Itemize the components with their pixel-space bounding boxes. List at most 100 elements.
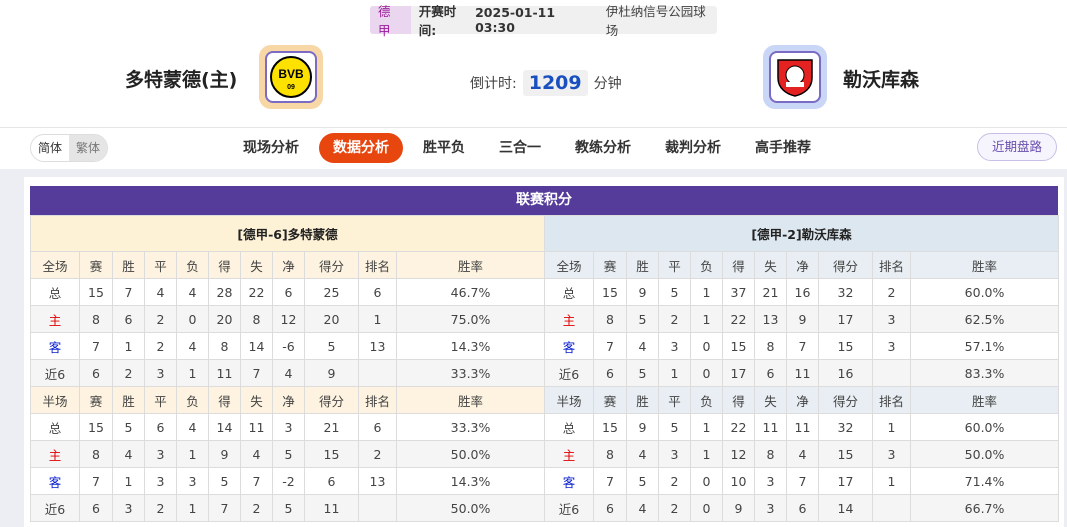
column-header: 排名 <box>872 386 911 414</box>
table-cell: 总 <box>30 278 80 306</box>
header-row: 半场赛胜平负得失净得分 排名 胜率 <box>30 386 546 414</box>
table-cell: 0 <box>176 305 209 333</box>
table-cell: 0 <box>690 494 723 522</box>
tab-3[interactable]: 三合一 <box>499 140 541 156</box>
table-cell: 8 <box>754 332 787 360</box>
table-cell: 21 <box>754 278 787 306</box>
column-header: 胜率 <box>395 386 546 414</box>
column-header: 全场 <box>544 251 594 279</box>
league-badge[interactable]: 德甲 <box>370 4 411 38</box>
away-team-logo[interactable] <box>763 45 827 109</box>
countdown: 倒计时: 1209 分钟 <box>470 70 622 96</box>
recent-trend-button[interactable]: 近期盘路 <box>976 133 1057 161</box>
tab-1[interactable]: 数据分析 <box>319 133 403 163</box>
column-header: 平 <box>658 251 691 279</box>
table-cell: 近6 <box>30 494 80 522</box>
table-cell: 15 <box>722 332 755 360</box>
table-cell <box>358 494 397 522</box>
table-row: 近6 6 3 2 1 7 2 5 11 50.0% <box>30 494 546 522</box>
table-cell: 66.7% <box>909 494 1060 522</box>
table-cell: 6 <box>304 467 359 495</box>
table-cell: 6 <box>358 413 397 441</box>
table-cell: 4 <box>176 278 209 306</box>
venue: 伊杜纳信号公园球场 <box>605 4 706 38</box>
table-cell: 4 <box>786 440 819 468</box>
table-cell: 总 <box>544 413 594 441</box>
tab-4[interactable]: 教练分析 <box>575 140 631 156</box>
table-cell: 15 <box>593 278 627 306</box>
column-header: 排名 <box>358 386 397 414</box>
table-cell: 7 <box>786 467 819 495</box>
table-cell: 32 <box>818 278 873 306</box>
table-cell: 50.0% <box>909 440 1060 468</box>
lang-traditional[interactable]: 繁体 <box>69 135 108 161</box>
away-standings-table: [德甲-2]勒沃库森 全场赛胜平负得失净得分 排名 胜率总 15 9 5 1 37 21 16 32 2… <box>543 215 1060 522</box>
table-cell: 37 <box>722 278 755 306</box>
column-header: 失 <box>240 251 273 279</box>
table-cell: 7 <box>79 332 113 360</box>
table-cell: 12 <box>722 440 755 468</box>
table-cell: 28 <box>208 278 241 306</box>
table-cell: 6 <box>272 278 305 306</box>
table-cell: 6 <box>593 359 627 387</box>
table-cell: 9 <box>304 359 359 387</box>
bvb-logo-icon: BVB 09 <box>270 56 312 98</box>
column-header: 失 <box>240 386 273 414</box>
column-header: 平 <box>144 386 177 414</box>
column-header: 赛 <box>79 386 113 414</box>
table-cell: 13 <box>358 467 397 495</box>
table-cell: 5 <box>626 359 659 387</box>
table-cell: 14.3% <box>395 332 546 360</box>
table-cell: 10 <box>722 467 755 495</box>
table-cell: 83.3% <box>909 359 1060 387</box>
table-cell: 6 <box>112 305 145 333</box>
table-cell: 5 <box>272 440 305 468</box>
table-cell: 3 <box>872 440 911 468</box>
table-cell: 15 <box>79 278 113 306</box>
tab-0[interactable]: 现场分析 <box>243 140 299 156</box>
table-cell: 60.0% <box>909 413 1060 441</box>
column-header: 平 <box>658 386 691 414</box>
table-cell: 5 <box>658 278 691 306</box>
tab-6[interactable]: 高手推荐 <box>755 140 811 156</box>
column-header: 胜 <box>112 251 145 279</box>
tab-5[interactable]: 裁判分析 <box>665 140 721 156</box>
lang-simplified[interactable]: 简体 <box>38 141 63 155</box>
table-cell: 总 <box>544 278 594 306</box>
table-cell: 9 <box>208 440 241 468</box>
table-cell: 6 <box>786 494 819 522</box>
column-header: 排名 <box>872 251 911 279</box>
table-cell: 3 <box>112 494 145 522</box>
table-cell: 0 <box>690 467 723 495</box>
table-cell: 8 <box>240 305 273 333</box>
svg-text:BVB: BVB <box>278 67 304 81</box>
table-cell: 3 <box>872 305 911 333</box>
table-cell: 1 <box>112 332 145 360</box>
countdown-unit: 分钟 <box>593 76 622 92</box>
table-row: 客 7 5 2 0 10 3 7 17 1 71.4% <box>544 467 1060 495</box>
table-cell: 1 <box>358 305 397 333</box>
home-team-name[interactable]: 多特蒙德(主) <box>125 69 238 91</box>
table-cell: 近6 <box>544 494 594 522</box>
table-cell: 11 <box>786 359 819 387</box>
column-header: 得 <box>722 251 755 279</box>
table-cell: 近6 <box>30 359 80 387</box>
table-cell: 2 <box>112 359 145 387</box>
table-title: [德甲-6]多特蒙德 <box>29 215 546 252</box>
table-cell: 1 <box>872 467 911 495</box>
table-cell: 75.0% <box>395 305 546 333</box>
table-cell: 3 <box>144 440 177 468</box>
table-cell: 12 <box>272 305 305 333</box>
away-team-name[interactable]: 勒沃库森 <box>843 69 920 91</box>
table-cell: 33.3% <box>395 359 546 387</box>
tab-2[interactable]: 胜平负 <box>423 140 465 156</box>
table-cell: 62.5% <box>909 305 1060 333</box>
table-cell: 7 <box>112 278 145 306</box>
table-cell: 2 <box>872 278 911 306</box>
table-cell: 6 <box>79 359 113 387</box>
home-team-logo[interactable]: BVB 09 <box>259 45 323 109</box>
column-header: 失 <box>754 251 787 279</box>
table-cell <box>872 359 911 387</box>
table-cell: 4 <box>626 494 659 522</box>
table-cell: 25 <box>304 278 359 306</box>
